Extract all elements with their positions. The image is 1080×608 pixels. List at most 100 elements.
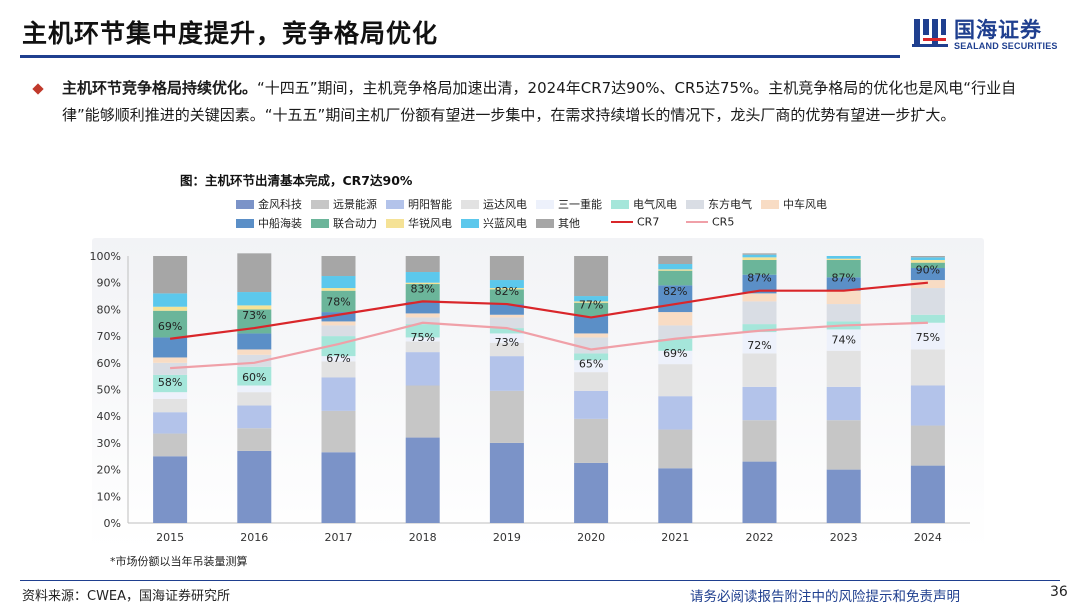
cr5-data-label: 65% [579, 357, 603, 370]
y-tick-label: 10% [97, 490, 121, 503]
bar-segment [153, 374, 188, 393]
bar-segment [489, 256, 524, 281]
legend-label: CR7 [637, 215, 660, 229]
cr7-data-label: 77% [579, 298, 603, 311]
y-tick-label: 60% [97, 357, 121, 370]
cr7-data-label: 78% [326, 296, 350, 309]
legend-swatch [386, 218, 404, 228]
stacked-bar-chart: 0% 10% 20% 30% 40% 50% 60% 70% 80% 90% 100% 2015 201… [90, 250, 970, 544]
bar-segment [153, 433, 188, 457]
legend-item: 电气风电 [611, 196, 677, 211]
legend-swatch [536, 199, 554, 209]
legend-item: 金风科技 [236, 196, 302, 211]
legend-item: 运达风电 [461, 196, 527, 211]
page-footer: 资料来源：CWEA，国海证券研究所 请务必阅读报告附注中的风险提示和免责声明 3… [0, 580, 1080, 608]
bar-segment [658, 429, 693, 469]
bar-segment [153, 306, 188, 311]
legend-label: 三一重能 [558, 198, 602, 211]
bar-segment [910, 385, 945, 426]
bar-segment [153, 256, 188, 294]
legend-item: 中船海装 [236, 215, 302, 230]
title-underline [20, 55, 900, 58]
y-tick-label: 20% [97, 464, 121, 477]
x-tick-label: 2024 [914, 531, 942, 544]
legend-item: 中车风电 [761, 196, 827, 211]
bar-segment [826, 260, 861, 278]
bar-segment [489, 356, 524, 391]
cr5-data-label: 75% [410, 331, 434, 344]
bar-segment [574, 301, 609, 303]
bar-segment [237, 305, 272, 310]
legend-swatch [386, 199, 404, 209]
bar-segment [574, 390, 609, 419]
bar-segment [910, 256, 945, 258]
bar-segment [405, 301, 440, 314]
footer-line [20, 580, 1060, 581]
bar-segment [658, 269, 693, 271]
y-tick-label: 50% [97, 384, 121, 397]
bar-segment [237, 428, 272, 451]
bar-segment [658, 256, 693, 265]
legend-swatch [761, 199, 779, 209]
bar-segment [489, 280, 524, 289]
bar-segment [826, 277, 861, 291]
x-tick-label: 2015 [156, 531, 184, 544]
bar-segment [237, 292, 272, 306]
source-note: 资料来源：CWEA，国海证券研究所 [22, 589, 231, 604]
legend-item: CR7 [611, 215, 659, 229]
bar-segment [405, 352, 440, 386]
legend-swatch [611, 199, 629, 209]
x-tick-label: 2020 [577, 531, 605, 544]
legend-swatch [461, 218, 479, 228]
logo-english-name: SEALAND SECURITIES [954, 41, 1058, 51]
cr5-data-label: 73% [495, 336, 519, 349]
bar-segment [910, 262, 945, 269]
legend-label: 其他 [558, 217, 580, 230]
bar-segment [910, 425, 945, 466]
legend-swatch [236, 199, 254, 209]
bar-segment [574, 353, 609, 361]
bar-segment [321, 361, 356, 378]
legend-swatch [311, 199, 329, 209]
x-tick-label: 2022 [746, 531, 774, 544]
bar-segment [826, 329, 861, 351]
legend-label: 华锐风电 [408, 217, 452, 230]
bar-segment [405, 282, 440, 285]
legend-swatch [686, 221, 708, 223]
bar-segment [321, 452, 356, 523]
legend-label: 联合动力 [333, 217, 377, 230]
bar-segment [742, 293, 777, 302]
legend-item: 东方电气 [686, 196, 752, 211]
bar-segment [237, 333, 272, 350]
bar-segment [153, 357, 188, 363]
bar-segment [405, 385, 440, 438]
bar-segment [237, 349, 272, 355]
legend-swatch [236, 218, 254, 228]
bar-segment [910, 257, 945, 261]
bar-segment [489, 288, 524, 290]
bar-segment [405, 272, 440, 283]
bar-segment [321, 356, 356, 362]
cr5-data-label: 74% [831, 333, 855, 346]
bar-segment [489, 317, 524, 329]
bar-segment [405, 437, 440, 523]
bar-segment [405, 341, 440, 353]
body-paragraph: 主机环节竞争格局持续优化。“十四五”期间，主机竞争格局加速出清，2024年CR7… [62, 75, 1052, 129]
bar-segment [742, 274, 777, 294]
page-title: 主机环节集中度提升，竞争格局优化 [22, 19, 439, 48]
bar-segment [658, 312, 693, 326]
bar-segment [321, 325, 356, 337]
cr7-data-label: 69% [158, 320, 182, 333]
legend-item: 华锐风电 [386, 215, 452, 230]
bar-segment [489, 304, 524, 315]
bar-segment [153, 337, 188, 358]
cr5-data-label: 67% [326, 352, 350, 365]
bar-segment [489, 390, 524, 443]
bar-segment [910, 322, 945, 350]
bar-segment [742, 386, 777, 421]
cr5-data-label: 69% [663, 347, 687, 360]
bar-segment [910, 314, 945, 323]
bar-segment [574, 316, 609, 334]
legend-swatch [686, 199, 704, 209]
bar-segment [742, 257, 777, 261]
